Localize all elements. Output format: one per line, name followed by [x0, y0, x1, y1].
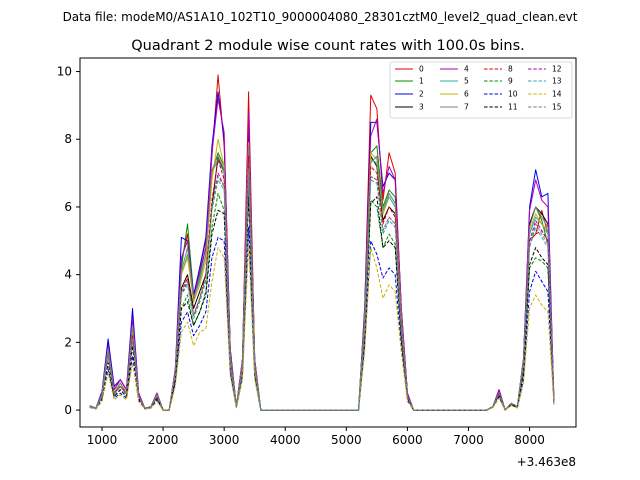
legend-label-14: 14: [552, 90, 562, 99]
y-tick-label: 10: [57, 65, 72, 79]
legend-label-1: 1: [419, 77, 424, 86]
figure-suptitle: Data file: modeM0/AS1A10_102T10_90000040…: [63, 10, 578, 24]
legend-label-2: 2: [419, 90, 424, 99]
x-tick-label: 1000: [87, 433, 118, 447]
legend-label-6: 6: [464, 90, 469, 99]
legend-label-3: 3: [419, 103, 424, 112]
y-tick-label: 6: [64, 200, 72, 214]
plot-area: [79, 57, 577, 428]
legend-label-5: 5: [464, 77, 469, 86]
legend-label-4: 4: [464, 65, 469, 74]
legend-label-7: 7: [464, 103, 469, 112]
x-tick-label: 3000: [209, 433, 240, 447]
axes-frame: [79, 57, 577, 428]
y-tick-label: 4: [64, 268, 72, 282]
chart-title: Quadrant 2 module wise count rates with …: [131, 38, 525, 54]
legend-label-12: 12: [552, 65, 562, 74]
series-line-15: [89, 169, 555, 411]
legend-label-0: 0: [419, 65, 424, 74]
legend-box: [389, 61, 573, 119]
y-tick-label: 8: [64, 132, 72, 146]
series-layer: [89, 74, 555, 411]
x-axis: 1000 2000 3000 4000 5000 6000 7000 8000: [87, 427, 545, 447]
legend-label-15: 15: [552, 103, 562, 112]
legend-label-13: 13: [552, 77, 562, 86]
y-axis: 0 2 4 6 8 10: [57, 65, 80, 417]
legend-label-11: 11: [508, 103, 518, 112]
legend-label-10: 10: [508, 90, 518, 99]
x-tick-label: 2000: [148, 433, 179, 447]
x-tick-label: 7000: [453, 433, 484, 447]
y-tick-label: 2: [64, 335, 72, 349]
legend-label-8: 8: [508, 65, 513, 74]
x-tick-label: 5000: [331, 433, 362, 447]
x-offset-label: +3.463e8: [517, 455, 576, 469]
legend-label-9: 9: [508, 77, 513, 86]
x-tick-label: 8000: [514, 433, 545, 447]
y-tick-label: 0: [64, 403, 72, 417]
x-tick-label: 6000: [392, 433, 423, 447]
x-tick-label: 4000: [270, 433, 301, 447]
